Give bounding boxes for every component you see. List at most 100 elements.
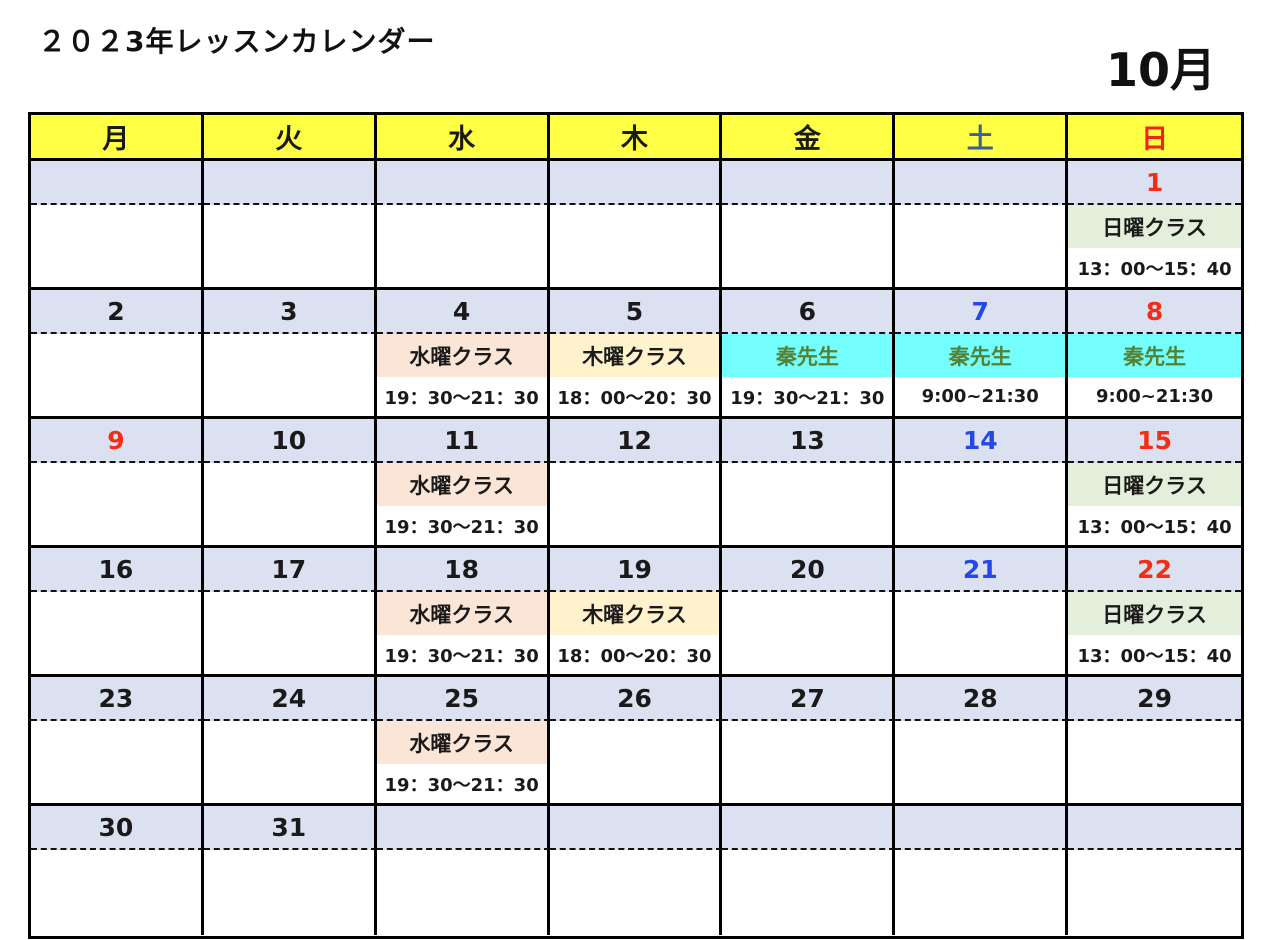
time-label-cell-empty [895, 893, 1069, 935]
time-label-cell-empty [377, 893, 550, 935]
time-label-cell-empty [204, 893, 377, 935]
weekday-header-7: 日 [1068, 115, 1241, 161]
class-label-cell-empty [895, 592, 1069, 635]
date-cell-2: 2 [31, 290, 204, 334]
date-cell-21: 21 [895, 548, 1069, 592]
time-label-cell: 18：00～20：30 [549, 635, 723, 677]
date-cell-6: 6 [722, 290, 896, 334]
date-cell-11: 11 [376, 419, 550, 463]
time-label-cell: 18：00～20：30 [549, 377, 723, 419]
class-label-cell: 水曜クラス [376, 592, 550, 635]
month-label: 10月 [1105, 43, 1216, 97]
date-cell-empty [722, 161, 896, 205]
date-cell-16: 16 [31, 548, 204, 592]
class-label-cell: 水曜クラス [376, 721, 550, 764]
time-label-cell-empty [1068, 893, 1241, 935]
date-cell-5: 5 [549, 290, 723, 334]
class-label-cell-empty [722, 850, 896, 893]
date-cell-8: 8 [1068, 290, 1241, 334]
date-cell-13: 13 [722, 419, 896, 463]
weekday-header-5: 金 [722, 115, 896, 161]
class-label-cell-empty [31, 334, 204, 377]
class-label-cell: 木曜クラス [549, 334, 723, 377]
time-label-cell-empty [203, 635, 377, 677]
date-cell-empty [376, 161, 550, 205]
class-label-cell: 秦先生 [722, 334, 896, 377]
time-label-cell: 13：00～15：40 [1068, 248, 1241, 290]
class-label-cell-empty [895, 463, 1069, 506]
date-cell-20: 20 [722, 548, 896, 592]
date-cell-25: 25 [376, 677, 550, 721]
date-cell-22: 22 [1068, 548, 1241, 592]
class-label-cell-empty [31, 850, 204, 893]
time-label-cell-empty [31, 506, 204, 548]
class-label-cell: 秦先生 [895, 334, 1069, 377]
page-title: ２０２3年レッスンカレンダー [38, 25, 436, 58]
date-cell-15: 15 [1068, 419, 1241, 463]
time-label-cell: 19：30～21：30 [376, 635, 550, 677]
class-label-cell-empty [204, 592, 377, 635]
class-label-cell-empty [1068, 850, 1241, 893]
class-label-cell-empty [550, 721, 723, 764]
time-label-cell-empty [895, 248, 1069, 290]
weekday-header-6: 土 [895, 115, 1069, 161]
class-label-cell: 木曜クラス [549, 592, 723, 635]
weekday-header-1: 月 [31, 115, 204, 161]
weekday-header-3: 水 [376, 115, 550, 161]
time-label-cell-empty [722, 635, 896, 677]
calendar-table: 月火水木金土日 1 日曜クラス 13：00～15：40 2 3 4 5 6 7 8 水曜クラス 木曜クラ… [28, 112, 1244, 939]
class-label-cell-empty [204, 463, 377, 506]
date-cell-31: 31 [203, 806, 377, 850]
time-label-cell: 13：00～15：40 [1068, 635, 1241, 677]
class-label-cell-empty [722, 205, 896, 248]
time-label-cell: 19：30～21：30 [376, 764, 550, 806]
time-label-cell: 19：30～21：30 [376, 377, 550, 419]
time-label-cell-empty [722, 248, 896, 290]
date-cell-14: 14 [895, 419, 1069, 463]
class-label-cell-empty [895, 205, 1069, 248]
class-label-cell-empty [31, 592, 204, 635]
time-label-cell-empty [31, 377, 204, 419]
time-label-cell-empty [549, 764, 723, 806]
date-cell-18: 18 [376, 548, 550, 592]
date-cell-23: 23 [31, 677, 204, 721]
time-label-cell-empty [895, 635, 1069, 677]
class-label-cell-empty [895, 850, 1069, 893]
time-label-cell-empty [203, 764, 377, 806]
weekday-header-2: 火 [203, 115, 377, 161]
date-cell-empty [549, 806, 723, 850]
time-label-cell: 13：00～15：40 [1068, 506, 1241, 548]
time-label-cell: 9:00~21:30 [895, 377, 1069, 419]
class-label-cell-empty [31, 205, 204, 248]
class-label-cell-empty [204, 334, 377, 377]
class-label-cell-empty [722, 592, 896, 635]
time-label-cell-empty [550, 893, 723, 935]
time-label-cell-empty [376, 248, 550, 290]
time-label-cell: 9:00~21:30 [1068, 377, 1241, 419]
time-label-cell-empty [895, 506, 1069, 548]
class-label-cell-empty [377, 205, 550, 248]
class-label-cell: 水曜クラス [376, 334, 550, 377]
class-label-cell-empty [895, 721, 1069, 764]
time-label-cell-empty [549, 506, 723, 548]
class-label-cell: 秦先生 [1068, 334, 1241, 377]
date-cell-10: 10 [203, 419, 377, 463]
class-label-cell-empty [550, 205, 723, 248]
date-cell-28: 28 [895, 677, 1069, 721]
time-label-cell-empty [203, 377, 377, 419]
date-cell-24: 24 [203, 677, 377, 721]
class-label-cell: 水曜クラス [376, 463, 550, 506]
date-cell-26: 26 [549, 677, 723, 721]
time-label-cell-empty [722, 764, 896, 806]
class-label-cell-empty [204, 850, 377, 893]
date-cell-3: 3 [203, 290, 377, 334]
time-label-cell-empty [203, 248, 377, 290]
class-label-cell-empty [1068, 721, 1241, 764]
date-cell-4: 4 [376, 290, 550, 334]
date-cell-19: 19 [549, 548, 723, 592]
time-label-cell: 19：30～21：30 [376, 506, 550, 548]
class-label-cell-empty [204, 721, 377, 764]
date-cell-empty [203, 161, 377, 205]
class-label-cell-empty [377, 850, 550, 893]
time-label-cell: 19：30～21：30 [722, 377, 896, 419]
